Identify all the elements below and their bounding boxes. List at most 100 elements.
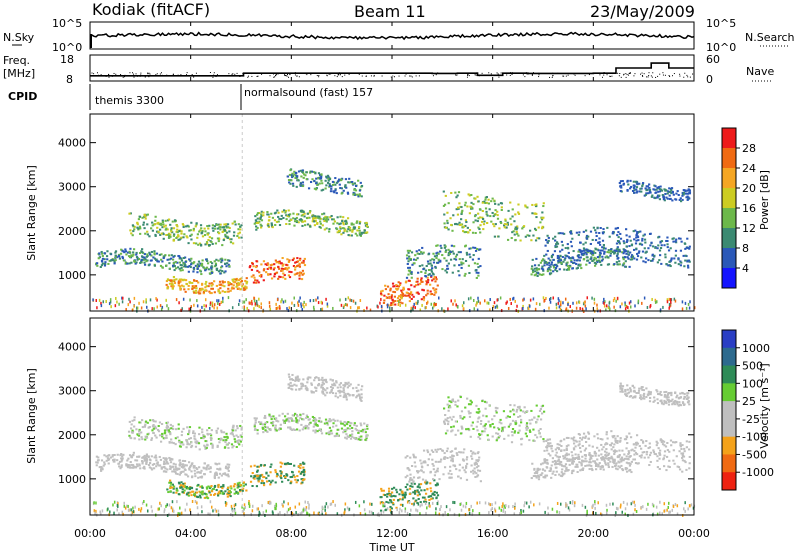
- echo-cell: [320, 223, 322, 225]
- echo-cell: [555, 246, 557, 248]
- echo-cell: [531, 463, 533, 465]
- echo-cell: [280, 472, 282, 474]
- echo-cell: [470, 450, 472, 452]
- echo-cell: [325, 187, 327, 189]
- echo-cell: [101, 459, 103, 461]
- echo-cell: [163, 238, 165, 240]
- echo-cell: [546, 262, 548, 264]
- echo-cell: [550, 263, 552, 265]
- echo-cell: [275, 481, 277, 483]
- echo-cell: [314, 421, 316, 423]
- echo-cell: [360, 430, 362, 432]
- echo-cell: [668, 249, 670, 251]
- echo-cell: [106, 258, 108, 260]
- echo-cell: [514, 430, 516, 432]
- echo-cell: [516, 409, 518, 411]
- echo-cell: [680, 250, 682, 252]
- echo-cell: [282, 276, 284, 278]
- echo-cell: [526, 429, 528, 431]
- echo-cell: [206, 260, 208, 262]
- echo-cell: [641, 240, 643, 242]
- echo-cell: [178, 460, 180, 462]
- echo-cell: [257, 470, 259, 472]
- echo-cell: [427, 253, 429, 255]
- echo-cell: [162, 233, 164, 235]
- echo-cell: [363, 232, 365, 234]
- echo-cell: [478, 457, 480, 459]
- nave-point: [642, 76, 643, 77]
- echo-cell: [455, 420, 457, 422]
- echo-cell: [629, 236, 631, 238]
- near-range-echo: [468, 297, 470, 300]
- echo-cell: [457, 476, 459, 478]
- echo-cell: [356, 194, 358, 196]
- echo-cell: [263, 268, 265, 270]
- echo-cell: [235, 429, 237, 431]
- echo-cell: [234, 483, 236, 485]
- echo-cell: [158, 425, 160, 427]
- echo-cell: [266, 426, 268, 428]
- echo-cell: [342, 431, 344, 433]
- echo-cell: [155, 459, 157, 461]
- echo-cell: [193, 228, 195, 230]
- echo-cell: [273, 268, 275, 270]
- echo-cell: [321, 213, 323, 215]
- echo-cell: [302, 270, 304, 272]
- freq-left-tick-bottom: 8: [66, 73, 73, 86]
- echo-cell: [509, 218, 511, 220]
- echo-cell: [203, 473, 205, 475]
- echo-cell: [587, 236, 589, 238]
- echo-cell: [228, 265, 230, 267]
- echo-cell: [365, 431, 367, 433]
- echo-cell: [644, 239, 646, 241]
- echo-cell: [401, 491, 403, 493]
- nave-point: [510, 75, 511, 76]
- echo-cell: [262, 431, 264, 433]
- echo-cell: [339, 184, 341, 186]
- echo-cell: [193, 292, 195, 294]
- echo-cell: [201, 493, 203, 495]
- echo-cell: [437, 468, 439, 470]
- echo-cell: [275, 425, 277, 427]
- echo-cell: [435, 484, 437, 486]
- echo-cell: [126, 263, 128, 265]
- echo-cell: [478, 416, 480, 418]
- echo-cell: [672, 191, 674, 193]
- echo-cell: [217, 486, 219, 488]
- echo-cell: [475, 405, 477, 407]
- echo-cell: [482, 218, 484, 220]
- echo-cell: [357, 384, 359, 386]
- echo-cell: [145, 260, 147, 262]
- near-range-echo: [470, 297, 472, 300]
- nave-point: [683, 77, 684, 78]
- echo-cell: [389, 289, 391, 291]
- echo-cell: [197, 268, 199, 270]
- near-range-echo: [315, 299, 317, 302]
- echo-cell: [399, 301, 401, 303]
- noise-left-tick-top: 10^5: [52, 17, 82, 30]
- echo-cell: [352, 223, 354, 225]
- echo-cell: [172, 288, 174, 290]
- echo-cell: [623, 262, 625, 264]
- echo-cell: [182, 488, 184, 490]
- echo-cell: [254, 424, 256, 426]
- echo-cell: [432, 478, 434, 480]
- echo-cell: [225, 265, 227, 267]
- echo-cell: [383, 299, 385, 301]
- echo-cell: [434, 491, 436, 493]
- echo-cell: [460, 261, 462, 263]
- echo-cell: [572, 256, 574, 258]
- echo-cell: [332, 422, 334, 424]
- echo-cell: [466, 463, 468, 465]
- echo-cell: [129, 467, 131, 469]
- echo-cell: [552, 259, 554, 261]
- echo-cell: [348, 178, 350, 180]
- echo-cell: [115, 255, 117, 257]
- echo-cell: [155, 235, 157, 237]
- echo-cell: [163, 466, 165, 468]
- echo-cell: [476, 248, 478, 250]
- echo-cell: [314, 224, 316, 226]
- echo-cell: [298, 179, 300, 181]
- echo-cell: [224, 447, 226, 449]
- nave-point: [626, 77, 627, 78]
